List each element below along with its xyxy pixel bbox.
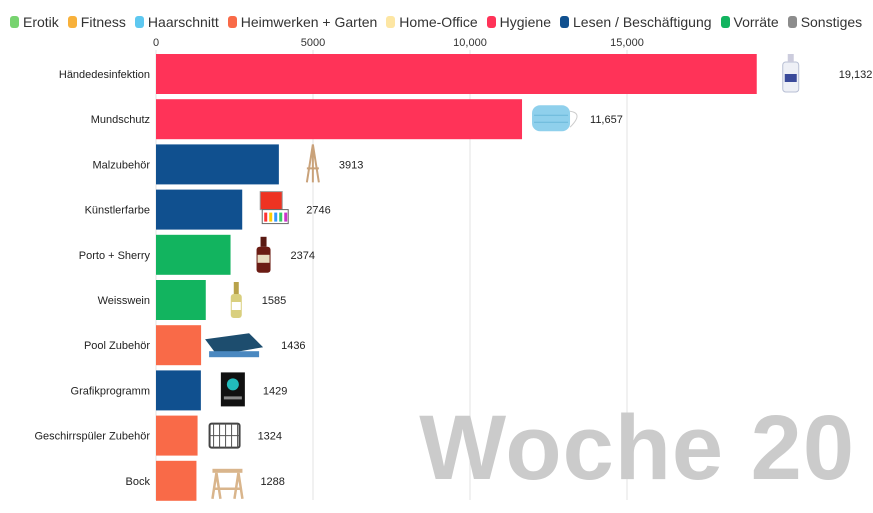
port-bottle-icon: [256, 236, 271, 273]
category-label: Weisswein: [98, 295, 150, 307]
value-label: 1436: [281, 340, 305, 352]
sanitizer-bottle-icon: [782, 54, 800, 93]
value-label: 2374: [291, 250, 315, 262]
value-label: 3913: [339, 159, 363, 171]
category-label: Malzubehör: [93, 159, 151, 171]
legend-swatch: [720, 16, 730, 28]
legend-swatch: [134, 16, 144, 28]
legend-item: Vorräte: [720, 14, 779, 30]
value-label: 1288: [260, 476, 284, 488]
x-tick-label: 0: [153, 37, 159, 49]
legend-label: Hygiene: [499, 14, 551, 30]
paint-set-icon: [259, 191, 289, 225]
legend-swatch: [787, 16, 797, 28]
bar: [156, 370, 201, 411]
x-tick-label: 10,000: [453, 37, 487, 49]
legend-label: Sonstiges: [800, 14, 863, 30]
legend-swatch: [67, 16, 77, 28]
value-label: 1429: [263, 385, 287, 397]
bar: [156, 99, 523, 140]
face-mask-icon: [532, 105, 578, 132]
legend-label: Haarschnitt: [147, 14, 219, 30]
x-tick-label: 5000: [301, 37, 325, 49]
category-label: Porto + Sherry: [79, 250, 151, 262]
bar: [156, 415, 198, 456]
legend-label: Lesen / Beschäftigung: [573, 14, 712, 30]
value-label: 19,132: [839, 69, 873, 81]
legend-label: Heimwerken + Garten: [240, 14, 378, 30]
legend-swatch: [560, 16, 569, 28]
week-label: Woche 20: [419, 397, 855, 499]
value-label: 1585: [262, 295, 286, 307]
legend-swatch: [486, 16, 496, 28]
legend-item: Lesen / Beschäftigung: [560, 14, 712, 30]
bar: [156, 189, 243, 230]
value-label: 1324: [258, 431, 282, 443]
legend: Erotik Fitness Haarschnitt Heimwerken + Gar…: [10, 14, 862, 30]
cutlery-basket-icon: [208, 422, 241, 449]
category-label: Pool Zubehör: [84, 340, 150, 352]
category-label: Grafikprogramm: [71, 385, 150, 397]
legend-item: Fitness: [67, 14, 126, 30]
easel-icon: [305, 144, 320, 183]
category-label: Bock: [126, 476, 151, 488]
sawhorse-icon: [211, 468, 244, 499]
legend-swatch: [386, 16, 396, 28]
bar: [156, 325, 202, 366]
legend-swatch: [227, 16, 237, 28]
legend-item: Heimwerken + Garten: [227, 14, 378, 30]
legend-swatch: [10, 16, 19, 28]
legend-item: Haarschnitt: [134, 14, 219, 30]
category-label: Künstlerfarbe: [85, 205, 150, 217]
legend-label: Vorräte: [733, 14, 779, 30]
category-label: Geschirrspüler Zubehör: [34, 431, 150, 443]
legend-item: Sonstiges: [787, 14, 863, 30]
wine-bottle-icon: [230, 282, 242, 318]
bar: [156, 144, 279, 185]
legend-item: Erotik: [10, 14, 59, 30]
legend-label: Erotik: [23, 14, 59, 30]
legend-label: Fitness: [80, 14, 126, 30]
category-label: Mundschutz: [91, 114, 150, 126]
pool-cover-icon: [205, 333, 264, 358]
value-label: 2746: [306, 205, 330, 217]
bar: [156, 460, 197, 501]
value-label: 11,657: [590, 114, 623, 126]
software-box-icon: [220, 372, 245, 407]
legend-label: Home-Office: [399, 14, 478, 30]
legend-item: Home-Office: [386, 14, 478, 30]
bar: [156, 234, 231, 275]
bar: [156, 280, 206, 320]
legend-item: Hygiene: [486, 14, 551, 30]
x-tick-label: 15,000: [610, 37, 644, 49]
category-label: Händedesinfektion: [59, 69, 150, 81]
bar: [156, 54, 757, 94]
